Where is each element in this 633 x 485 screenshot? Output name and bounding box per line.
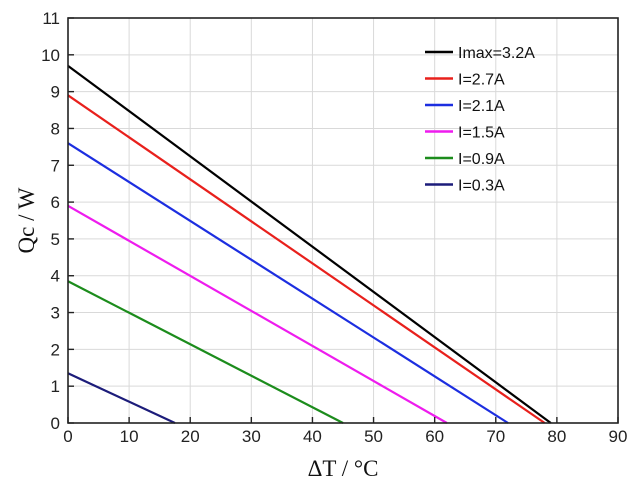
x-tick-label: 30 xyxy=(242,427,261,446)
series-line-4 xyxy=(67,204,448,424)
series-line-5 xyxy=(67,280,344,424)
y-axis-title: Qc / W xyxy=(14,187,39,253)
tick-labels: 0 10 20 30 40 50 60 70 80 90 0 1 2 3 4 5 6 7 8 9 10 11 xyxy=(41,9,627,446)
series-line-2 xyxy=(67,94,546,424)
y-tick-label: 4 xyxy=(51,267,60,286)
x-tick-label: 20 xyxy=(181,427,200,446)
series-line-6 xyxy=(67,372,176,424)
y-tick-label: 11 xyxy=(42,9,60,28)
x-tick-label: 60 xyxy=(425,427,444,446)
plot-frame xyxy=(67,17,619,424)
y-tick-label: 8 xyxy=(51,119,60,138)
legend-label-2: I=2.7A xyxy=(458,72,505,89)
legend: Imax=3.2A I=2.7A I=2.1A I=1.5A I=0.9A I=0.3A xyxy=(425,45,535,195)
ticks xyxy=(67,17,619,424)
x-tick-label: 10 xyxy=(120,427,139,446)
x-tick-label: 90 xyxy=(609,427,628,446)
series-lines xyxy=(67,64,552,424)
series-line-1 xyxy=(67,64,552,424)
x-tick-label: 0 xyxy=(63,427,72,446)
legend-label-1: Imax=3.2A xyxy=(458,45,535,62)
y-tick-label: 6 xyxy=(51,193,60,212)
y-tick-label: 10 xyxy=(41,46,60,65)
legend-label-4: I=1.5A xyxy=(458,125,505,142)
y-tick-label: 3 xyxy=(51,304,60,323)
y-tick-label: 5 xyxy=(51,230,60,249)
x-tick-label: 40 xyxy=(303,427,322,446)
x-axis-title: ΔT / °C xyxy=(308,456,379,481)
y-tick-label: 9 xyxy=(51,83,60,102)
legend-label-6: I=0.3A xyxy=(458,178,505,195)
series-line-3 xyxy=(67,142,509,424)
x-tick-label: 70 xyxy=(486,427,505,446)
y-tick-label: 1 xyxy=(51,377,60,396)
y-tick-label: 2 xyxy=(51,340,60,359)
legend-label-5: I=0.9A xyxy=(458,151,505,168)
y-tick-label: 0 xyxy=(51,414,60,433)
y-tick-label: 7 xyxy=(51,156,60,175)
legend-label-3: I=2.1A xyxy=(458,98,505,115)
x-tick-label: 80 xyxy=(547,427,566,446)
x-tick-label: 50 xyxy=(364,427,383,446)
